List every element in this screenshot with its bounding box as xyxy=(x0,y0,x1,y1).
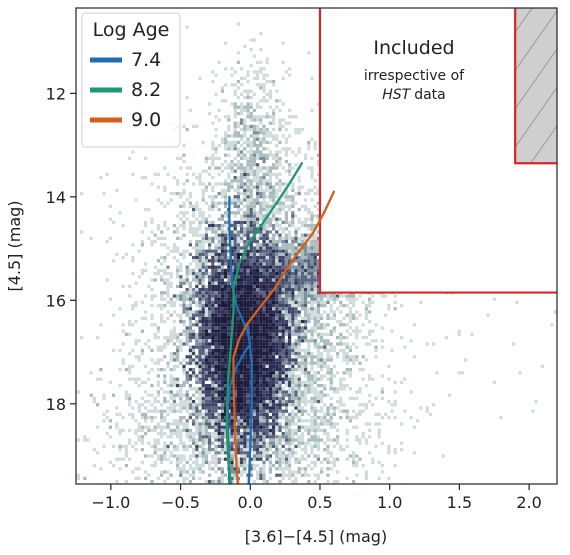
annotation-included-line3: HST data xyxy=(382,87,446,103)
x-tick-label: −0.5 xyxy=(161,493,200,512)
legend-label-8.2: 8.2 xyxy=(131,79,161,101)
x-tick-label: 2.0 xyxy=(516,493,541,512)
annotation-included-line2: irrespective of xyxy=(364,68,465,84)
annotation-data: data xyxy=(414,87,446,103)
tracks-layer xyxy=(225,162,336,484)
x-tick-label: 1.0 xyxy=(377,493,402,512)
track-9.0 xyxy=(232,190,336,484)
x-tick-label: 1.5 xyxy=(447,493,472,512)
y-tick-label: 12 xyxy=(46,84,66,103)
y-tick-label: 18 xyxy=(46,395,66,414)
y-tick-label: 14 xyxy=(46,188,66,207)
region-layer xyxy=(318,8,557,294)
track-8.2 xyxy=(225,162,304,484)
included-region-border xyxy=(318,8,557,294)
excluded-region-fill xyxy=(515,8,557,164)
x-axis-label: [3.6]−[4.5] (mag) xyxy=(245,527,387,546)
legend-label-7.4: 7.4 xyxy=(131,49,161,71)
legend-title: Log Age xyxy=(93,19,170,41)
y-tick-label: 16 xyxy=(46,291,66,310)
track-7.4b xyxy=(246,322,253,484)
annotation-included-title: Included xyxy=(373,37,454,59)
legend-box xyxy=(81,12,181,148)
x-tick-label: −1.0 xyxy=(91,493,130,512)
legend: Log Age 7.4 8.2 9.0 xyxy=(81,12,181,148)
y-axis-label: [4.5] (mag) xyxy=(5,200,24,291)
excluded-region-border xyxy=(514,8,557,165)
annotation-hst: HST xyxy=(382,87,411,103)
y-axis: 12 14 16 18 xyxy=(46,84,76,414)
x-axis: −1.0 −0.5 0.0 0.5 1.0 1.5 2.0 xyxy=(91,484,542,512)
legend-label-9.0: 9.0 xyxy=(131,109,161,131)
plot-frame xyxy=(75,7,558,485)
x-tick-label: 0.0 xyxy=(238,493,263,512)
x-tick-label: 0.5 xyxy=(307,493,332,512)
annotation-included: Included irrespective of HST data xyxy=(364,37,465,103)
